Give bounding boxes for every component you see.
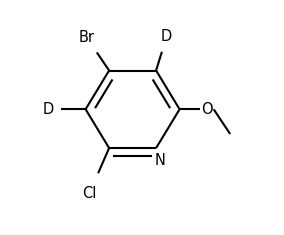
Text: N: N: [154, 153, 165, 168]
Text: D: D: [42, 102, 54, 117]
Text: O: O: [201, 102, 212, 117]
Text: Br: Br: [79, 30, 95, 45]
Text: D: D: [161, 29, 172, 44]
Text: Cl: Cl: [82, 186, 96, 201]
